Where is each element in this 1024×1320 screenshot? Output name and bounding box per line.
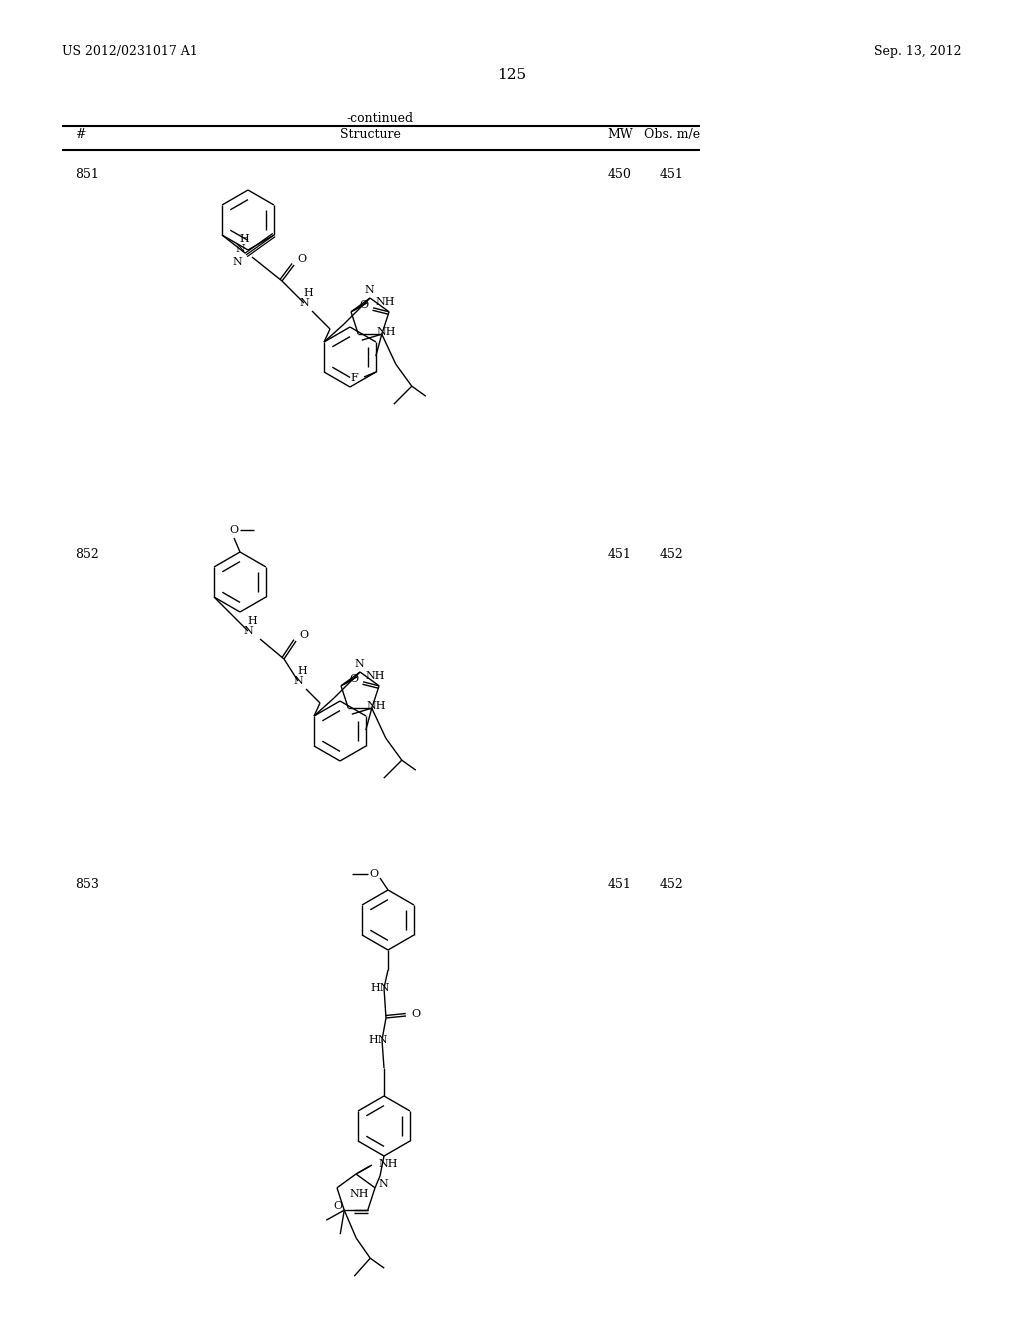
Text: 125: 125 xyxy=(498,69,526,82)
Text: 451: 451 xyxy=(608,548,632,561)
Text: Sep. 13, 2012: Sep. 13, 2012 xyxy=(874,45,962,58)
Text: 450: 450 xyxy=(608,168,632,181)
Text: Obs. m/e: Obs. m/e xyxy=(644,128,700,141)
Text: N: N xyxy=(378,1179,388,1189)
Text: NH: NH xyxy=(365,671,385,681)
Text: HN: HN xyxy=(370,983,389,993)
Text: NH: NH xyxy=(349,1189,369,1199)
Text: 452: 452 xyxy=(660,548,684,561)
Text: 451: 451 xyxy=(608,878,632,891)
Text: H: H xyxy=(247,616,257,626)
Text: H: H xyxy=(240,234,249,244)
Text: H: H xyxy=(303,288,313,298)
Text: O: O xyxy=(412,1008,421,1019)
Text: 853: 853 xyxy=(75,878,99,891)
Text: O: O xyxy=(297,253,306,264)
Text: 852: 852 xyxy=(75,548,98,561)
Text: 452: 452 xyxy=(660,878,684,891)
Text: N: N xyxy=(232,257,242,267)
Text: O: O xyxy=(349,673,358,684)
Text: N: N xyxy=(365,285,374,294)
Text: Structure: Structure xyxy=(340,128,400,141)
Text: NH: NH xyxy=(375,297,394,306)
Text: N: N xyxy=(236,244,245,253)
Text: -continued: -continued xyxy=(346,112,414,125)
Text: HN: HN xyxy=(368,1035,387,1045)
Text: O: O xyxy=(229,525,239,535)
Text: H: H xyxy=(297,667,307,676)
Text: NH: NH xyxy=(367,701,386,711)
Text: O: O xyxy=(370,869,379,879)
Text: #: # xyxy=(75,128,85,141)
Text: N: N xyxy=(354,659,364,669)
Text: F: F xyxy=(350,374,357,383)
Text: N: N xyxy=(299,298,309,308)
Text: O: O xyxy=(299,630,308,640)
Text: MW: MW xyxy=(607,128,633,141)
Text: 851: 851 xyxy=(75,168,99,181)
Text: N: N xyxy=(293,676,303,686)
Text: 451: 451 xyxy=(660,168,684,181)
Text: N: N xyxy=(243,626,253,636)
Text: NH: NH xyxy=(376,327,396,337)
Text: NH: NH xyxy=(378,1159,397,1170)
Text: US 2012/0231017 A1: US 2012/0231017 A1 xyxy=(62,45,198,58)
Text: O: O xyxy=(333,1201,342,1212)
Text: O: O xyxy=(359,300,369,310)
